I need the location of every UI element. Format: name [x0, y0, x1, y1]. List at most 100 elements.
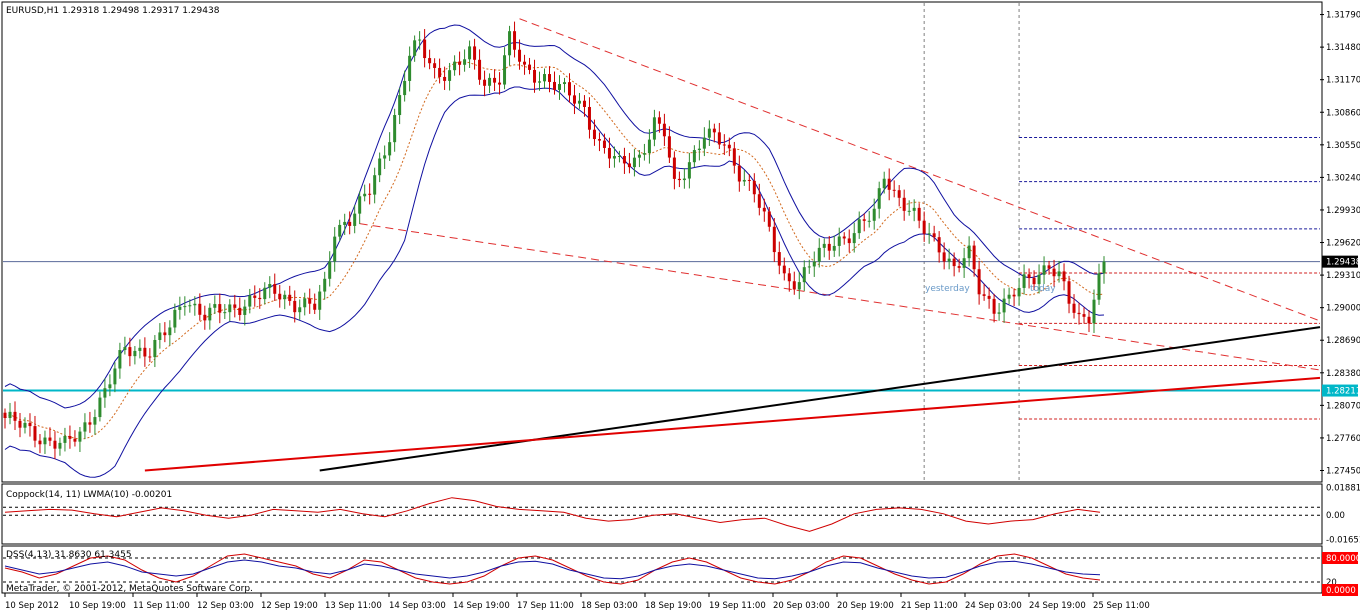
candle-body-44 — [223, 312, 227, 314]
candle-body-213 — [1067, 281, 1071, 304]
time-tick-label-1: 10 Sep 19:00 — [69, 601, 126, 611]
candle-body-212 — [1062, 271, 1066, 282]
symbol-header: EURUSD,H1 1.29318 1.29498 1.29317 1.2943… — [6, 6, 220, 16]
coppock-panel-frame — [1, 483, 1323, 545]
main-panel-frame — [1, 1, 1323, 483]
dss-line-1 — [4, 559, 1101, 580]
time-tick-label-5: 13 Sep 11:00 — [325, 601, 382, 611]
candle-body-169 — [847, 238, 851, 244]
candle-body-148 — [742, 179, 746, 182]
candle-body-83 — [418, 39, 422, 41]
candle-body-216 — [1082, 314, 1086, 317]
time-tick-label-10: 18 Sep 19:00 — [645, 601, 702, 611]
candle-body-20 — [103, 388, 107, 398]
candle-body-207 — [1037, 274, 1041, 285]
candle-body-151 — [757, 194, 761, 208]
candle-body-57 — [288, 294, 292, 301]
time-tick-label-3: 12 Sep 03:00 — [197, 601, 254, 611]
candle-body-129 — [647, 139, 651, 154]
coppock-layer — [3, 497, 1320, 532]
candle-body-125 — [627, 163, 631, 168]
candle-body-30 — [153, 339, 157, 358]
candle-body-25 — [128, 347, 132, 357]
price-tick-label-9: 1.29000 — [1326, 304, 1360, 314]
candle-body-92 — [463, 59, 467, 65]
candle-body-202 — [1012, 294, 1016, 297]
candle-body-13 — [68, 436, 72, 439]
candle-body-188 — [942, 252, 946, 262]
candles — [3, 21, 1106, 460]
candle-body-128 — [642, 153, 646, 155]
candle-body-205 — [1027, 274, 1031, 278]
dss-layer — [3, 553, 1320, 585]
candle-body-190 — [952, 258, 956, 267]
candle-body-209 — [1047, 265, 1051, 269]
candle-body-58 — [293, 300, 297, 313]
candle-body-7 — [38, 440, 42, 445]
candle-body-131 — [657, 117, 661, 124]
candle-body-159 — [797, 282, 801, 290]
candle-body-32 — [163, 332, 167, 336]
candle-body-75 — [378, 158, 382, 176]
time-tick-label-12: 20 Sep 03:00 — [773, 601, 830, 611]
candle-body-122 — [612, 156, 616, 159]
price-tick-label-13: 1.27760 — [1326, 434, 1360, 444]
candle-body-9 — [48, 437, 52, 441]
candle-body-206 — [1032, 277, 1036, 285]
candle-body-79 — [398, 95, 402, 116]
candle-body-161 — [807, 266, 811, 268]
candle-body-37 — [188, 305, 192, 307]
price-tick-label-2: 1.31170 — [1326, 76, 1360, 86]
candle-body-181 — [907, 210, 911, 212]
candle-body-107 — [538, 81, 542, 83]
candle-body-154 — [772, 226, 776, 253]
candle-body-132 — [662, 123, 666, 137]
candle-body-160 — [802, 267, 806, 283]
price-tick-label-7: 1.29620 — [1326, 239, 1360, 249]
candle-body-48 — [243, 306, 247, 315]
candle-body-167 — [837, 236, 841, 246]
candle-body-38 — [193, 303, 197, 306]
candle-body-210 — [1052, 268, 1056, 277]
candle-body-133 — [667, 136, 671, 158]
candle-body-69 — [348, 221, 352, 226]
time-tick-label-11: 19 Sep 11:00 — [709, 601, 766, 611]
candle-body-141 — [707, 128, 711, 138]
price-tick-label-0: 1.31790 — [1326, 11, 1360, 21]
candle-body-46 — [233, 304, 237, 308]
candle-body-6 — [33, 426, 37, 441]
candle-body-98 — [493, 77, 497, 83]
candle-body-51 — [258, 297, 262, 300]
candle-body-21 — [108, 384, 112, 389]
candle-body-71 — [358, 196, 362, 214]
candle-body-215 — [1077, 312, 1081, 315]
candle-body-173 — [867, 220, 871, 222]
candle-body-59 — [298, 307, 302, 313]
candle-body-194 — [972, 245, 976, 270]
candle-body-64 — [323, 278, 327, 292]
coppock-tick-label-1: 0.00 — [1326, 511, 1345, 521]
time-tick-label-17: 25 Sep 11:00 — [1093, 601, 1150, 611]
candle-body-22 — [113, 368, 117, 385]
price-tick-label-11: 1.28380 — [1326, 369, 1360, 379]
candle-body-189 — [947, 258, 951, 262]
candle-body-5 — [28, 422, 32, 427]
candle-body-137 — [687, 162, 691, 179]
candle-body-178 — [892, 189, 896, 191]
candle-body-67 — [338, 224, 342, 237]
candle-body-100 — [503, 55, 507, 85]
annotation-yesterday: yesterday — [925, 284, 970, 294]
candle-body-50 — [253, 295, 257, 298]
dss-title: DSS(4,13) 31.8630 61.3455 — [6, 550, 132, 560]
candle-body-121 — [607, 147, 611, 159]
candle-body-95 — [478, 59, 482, 80]
time-tick-label-7: 14 Sep 19:00 — [453, 601, 510, 611]
time-tick-label-4: 12 Sep 19:00 — [261, 601, 318, 611]
candle-body-16 — [83, 422, 87, 432]
candle-body-182 — [912, 207, 916, 211]
current-price-label: 1.29438 — [1326, 258, 1360, 268]
candle-body-192 — [962, 258, 966, 268]
candle-body-52 — [263, 287, 267, 300]
